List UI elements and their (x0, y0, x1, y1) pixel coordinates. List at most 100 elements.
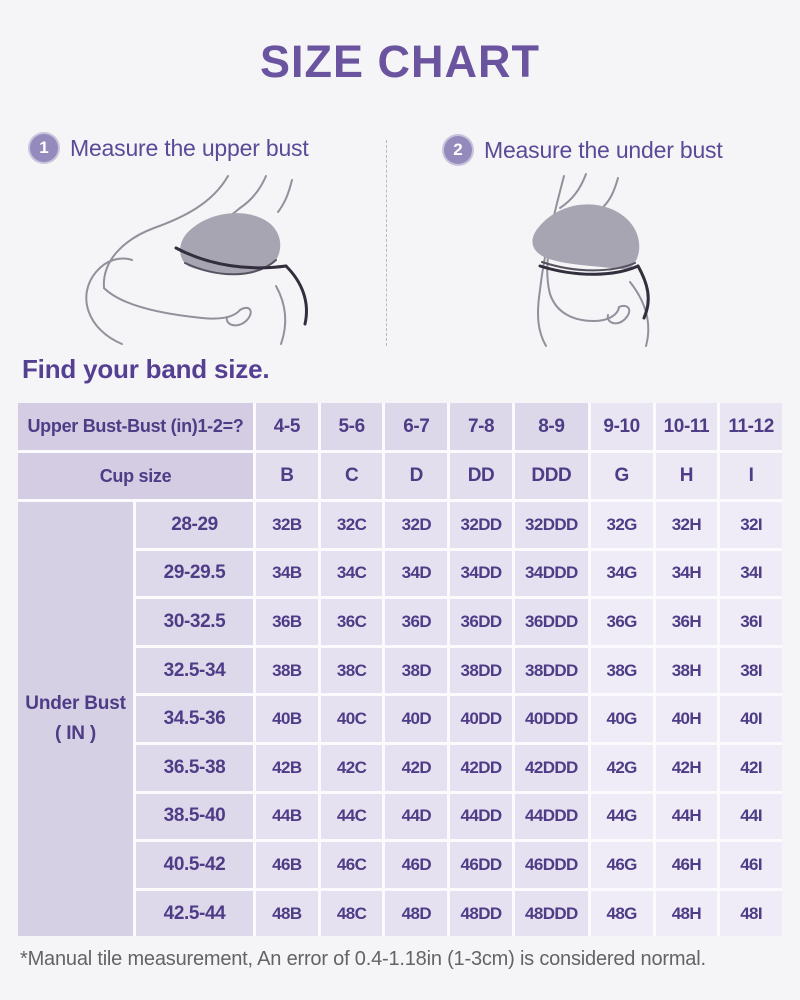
diff-header: 9-10 (590, 403, 653, 450)
size-cell: 46DDD (514, 842, 588, 888)
diff-header: 7-8 (450, 403, 512, 450)
size-cell: 48D (385, 890, 448, 937)
size-cell: 44DDD (514, 793, 588, 840)
diff-header: 4-5 (256, 403, 318, 450)
cup-header: G (590, 453, 653, 499)
size-cell: 42G (590, 744, 653, 791)
under-bust-figure-illustration (468, 170, 738, 353)
size-cell: 38I (720, 647, 782, 694)
size-cell: 46H (655, 842, 718, 888)
cup-header: B (256, 453, 318, 499)
size-cell: 32B (256, 502, 318, 548)
cup-header: DDD (514, 453, 588, 499)
diff-header: 8-9 (514, 403, 588, 450)
under-bust-range: 34.5-36 (136, 696, 253, 742)
size-cell: 36B (256, 599, 318, 645)
size-cell: 46C (320, 842, 383, 888)
under-bust-range: 40.5-42 (136, 842, 253, 888)
step-2-label: Measure the under bust (484, 136, 723, 163)
size-cell: 46B (256, 842, 318, 888)
size-cell: 44B (256, 793, 318, 840)
size-cell: 40H (655, 696, 718, 742)
diff-header: 11-12 (720, 403, 782, 450)
size-cell: 34DDD (514, 550, 588, 597)
cup-header: D (385, 453, 448, 499)
size-cell: 48DD (450, 890, 512, 937)
size-cell: 36D (385, 599, 448, 645)
size-cell: 34H (655, 550, 718, 597)
size-cell: 34C (320, 550, 383, 597)
section-heading: Find your band size. (22, 354, 270, 384)
size-cell: 48H (655, 890, 718, 937)
under-bust-range: 38.5-40 (136, 793, 253, 840)
size-cell: 44C (320, 793, 383, 840)
diff-header: 10-11 (655, 403, 718, 450)
cup-header: C (320, 453, 383, 499)
under-bust-range: 29-29.5 (136, 550, 253, 597)
page-title: SIZE CHART (260, 36, 540, 87)
under-bust-range: 32.5-34 (136, 647, 253, 694)
diff-header-label: Upper Bust-Bust (in)1-2=? (18, 403, 253, 450)
size-cell: 32DDD (514, 502, 588, 548)
under-bust-range: 28-29 (136, 502, 253, 548)
size-cell: 36C (320, 599, 383, 645)
size-cell: 38DD (450, 647, 512, 694)
under-bust-axis-label-line1: Under Bust (25, 692, 126, 714)
size-cell: 38B (256, 647, 318, 694)
step-1: 1 Measure the upper bust (30, 134, 309, 162)
size-cell: 42DDD (514, 744, 588, 791)
step-2-number-icon: 2 (444, 136, 472, 164)
size-cell: 36G (590, 599, 653, 645)
size-cell: 44G (590, 793, 653, 840)
size-cell: 40DDD (514, 696, 588, 742)
size-cell: 42I (720, 744, 782, 791)
size-cell: 48B (256, 890, 318, 937)
under-bust-axis-label-line2: ( IN ) (54, 723, 96, 745)
size-cell: 32I (720, 502, 782, 548)
upper-bust-figure-illustration (60, 170, 360, 353)
size-cell: 36I (720, 599, 782, 645)
size-cell: 48G (590, 890, 653, 937)
size-cell: 46DD (450, 842, 512, 888)
cup-size-label: Cup size (18, 453, 253, 499)
size-cell: 44D (385, 793, 448, 840)
size-cell: 34DD (450, 550, 512, 597)
cup-header: H (655, 453, 718, 499)
size-cell: 32DD (450, 502, 512, 548)
step-1-label: Measure the upper bust (70, 134, 309, 161)
size-cell: 32D (385, 502, 448, 548)
size-cell: 42H (655, 744, 718, 791)
size-cell: 38C (320, 647, 383, 694)
step-2: 2 Measure the under bust (444, 136, 723, 164)
size-cell: 34D (385, 550, 448, 597)
size-cell: 44I (720, 793, 782, 840)
size-cell: 46G (590, 842, 653, 888)
under-bust-range: 42.5-44 (136, 890, 253, 937)
size-cell: 40B (256, 696, 318, 742)
size-cell: 42B (256, 744, 318, 791)
size-cell: 40D (385, 696, 448, 742)
vertical-dashed-divider (386, 140, 387, 346)
size-cell: 34I (720, 550, 782, 597)
size-cell: 46D (385, 842, 448, 888)
size-cell: 32C (320, 502, 383, 548)
size-cell: 44H (655, 793, 718, 840)
diff-header: 6-7 (385, 403, 448, 450)
size-cell: 48I (720, 890, 782, 937)
step-1-number-icon: 1 (30, 134, 58, 162)
size-cell: 36DDD (514, 599, 588, 645)
size-cell: 38DDD (514, 647, 588, 694)
size-cell: 40I (720, 696, 782, 742)
size-cell: 38H (655, 647, 718, 694)
size-cell: 32G (590, 502, 653, 548)
size-cell: 34B (256, 550, 318, 597)
under-bust-range: 30-32.5 (136, 599, 253, 645)
size-cell: 44DD (450, 793, 512, 840)
size-cell: 36DD (450, 599, 512, 645)
size-cell: 42DD (450, 744, 512, 791)
diff-header: 5-6 (320, 403, 383, 450)
size-cell: 40G (590, 696, 653, 742)
size-table: Upper Bust-Bust (in)1-2=? 4-5 5-6 6-7 7-8 8-9… (18, 403, 782, 937)
footnote: *Manual tile measurement, An error of 0.… (20, 948, 706, 970)
size-cell: 34G (590, 550, 653, 597)
